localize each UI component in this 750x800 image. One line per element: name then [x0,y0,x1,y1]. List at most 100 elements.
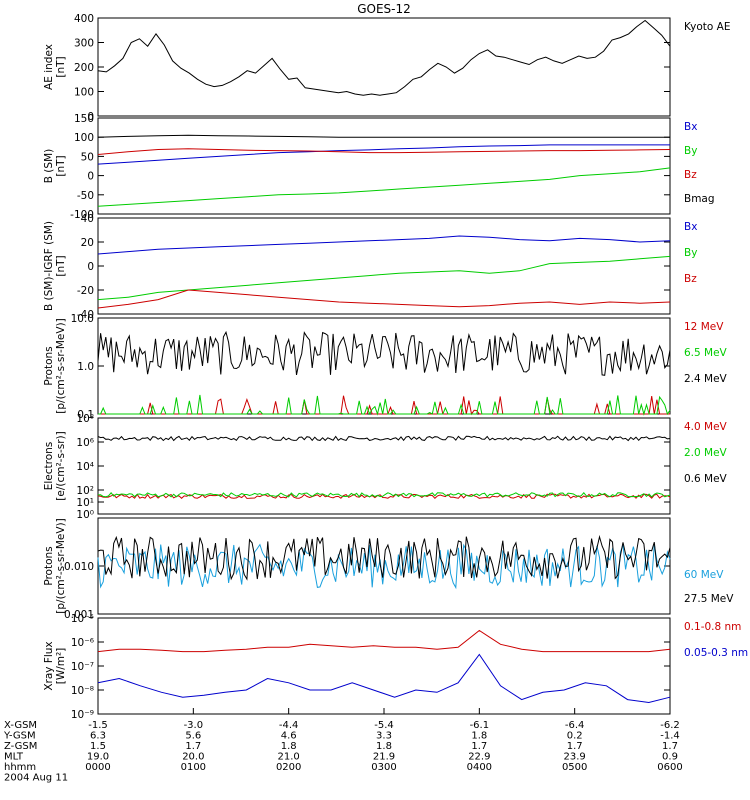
x-row-value: 0600 [657,762,682,773]
x-row-value: 0400 [467,762,492,773]
y-tick-label: 200 [74,62,94,74]
y-axis-label: [nT] [55,255,67,276]
legend-label: 6.5 MeV [684,347,728,359]
y-tick-label: 10⁻⁹ [71,709,94,721]
series-line-4-0-mev [97,493,671,500]
x-row-value: 1.8 [471,731,487,742]
date-label: 2004 Aug 11 [4,773,68,784]
x-row-value: -6.4 [565,720,585,731]
legend-label: 0.6 MeV [684,473,728,485]
legend-label: 0.1-0.8 nm [684,621,741,633]
series-line-0-05-0-3-nm [97,653,671,704]
panel-frame [97,17,671,117]
y-tick-label: 300 [74,38,94,50]
y-tick-label: 50 [81,151,94,163]
y-tick-label: 0 [87,261,94,273]
y-axis-label: [p/(cm²-s-sr-MeV)] [55,518,67,613]
y-axis-label: Protons [43,346,55,385]
series-line-27-5-mev [97,534,671,581]
y-tick-label: 10² [76,485,94,497]
x-row-value: 1.8 [376,741,392,752]
x-row-value: 1.7 [662,741,678,752]
x-row-value: 1.8 [281,741,297,752]
y-axis-label: [e/(cm²-s-sr)] [55,431,67,500]
x-row-value: 1.7 [567,741,583,752]
series-line-bx [97,235,671,255]
series-line-6-5-mev [98,394,671,416]
y-tick-label: -20 [77,285,94,297]
x-row-value: -4.4 [279,720,299,731]
x-row-label: Z-GSM [4,741,37,752]
x-row-label: Y-GSM [3,731,36,742]
y-tick-label: 100 [74,132,94,144]
legend-label: 12 MeV [684,321,724,333]
legend-label: Bz [684,169,697,181]
y-tick-label: 400 [74,13,94,25]
series-line-bx [97,144,670,165]
y-tick-label: 10¹ [76,497,94,509]
x-row-value: 19.0 [87,752,109,763]
x-row-value: 0000 [85,762,110,773]
y-tick-label: 150 [74,113,94,125]
panel-frame [97,617,671,715]
y-axis-label: [W/m²] [55,648,67,685]
x-row-label: X-GSM [4,720,37,731]
x-row-label: MLT [4,752,24,763]
chart-title: GOES-12 [357,2,411,16]
legend-label: Bmag [684,193,715,205]
y-tick-label: 10.0 [71,313,94,325]
x-row-value: 4.6 [281,731,297,742]
x-row-value: 23.9 [564,752,586,763]
legend-label: Kyoto AE [684,21,730,33]
y-axis-label: B (SM)-IGRF (SM) [43,221,55,311]
y-tick-label: 100 [74,87,94,99]
y-tick-label: 10⁴ [76,461,94,473]
legend-label: 0.05-0.3 nm [684,647,748,659]
y-axis-label: AE index [43,44,55,90]
y-tick-label: 0.010 [64,561,94,573]
x-row-value: -1.4 [660,731,680,742]
y-axis-label: [nT] [55,155,67,176]
x-row-value: 20.0 [182,752,204,763]
x-row-value: 1.7 [471,741,487,752]
x-row-value: -5.4 [374,720,394,731]
x-row-value: 1.5 [90,741,106,752]
panel-ae: 0 100 200 300 400 AE index [nT] Kyoto AE [43,13,730,123]
legend-label: 60 MeV [684,569,724,581]
y-tick-label: 10⁻⁵ [71,613,94,625]
panel-frame [97,217,671,315]
series-line-60-mev [97,543,671,590]
series-line-2-0-mev [97,492,671,498]
y-axis-label: [p/(cm²-s-sr-MeV)] [55,318,67,413]
legend-label: Bx [684,221,697,233]
y-tick-label: 10⁻⁶ [71,637,94,649]
series-line-bz [97,289,671,309]
panel-protons: 0.1 1.0 10.0 Protons [p/(cm²-s-sr-MeV)] 12 Me… [43,313,728,421]
y-tick-label: 10⁻⁸ [71,685,94,697]
panel-b: -100 -50 0 50 100 150 B (SM) [nT] Bx By Bz Bmag [43,113,715,221]
x-row-value: 0200 [276,762,301,773]
y-tick-label: 20 [81,237,94,249]
legend-label: Bx [684,121,697,133]
x-row-value: 0300 [371,762,396,773]
x-row-value: -6.2 [660,720,680,731]
series-line-2-4-mev [97,330,671,376]
series-line-by [97,255,671,301]
y-tick-label: 0.001 [64,609,94,621]
x-row-value: 0.2 [567,731,583,742]
x-row-value: -6.1 [470,720,490,731]
x-row-value: 0100 [181,762,206,773]
legend-label: 2.4 MeV [684,373,728,385]
panel-bdiff: -40 -20 0 20 40 B (SM)-IGRF (SM) [nT] Bx By Bz [43,213,697,321]
x-row-value: 0500 [562,762,587,773]
y-axis-label: B (SM) [43,149,55,183]
x-row-label: hhmm [4,762,36,773]
y-tick-label: -100 [70,209,94,221]
x-row-value: 0.9 [662,752,678,763]
x-row-value: 5.6 [185,731,201,742]
y-tick-label: 0 [87,111,94,123]
y-tick-label: 10⁸ [76,413,94,425]
panel-frame [97,417,671,515]
legend-label: By [684,145,697,157]
